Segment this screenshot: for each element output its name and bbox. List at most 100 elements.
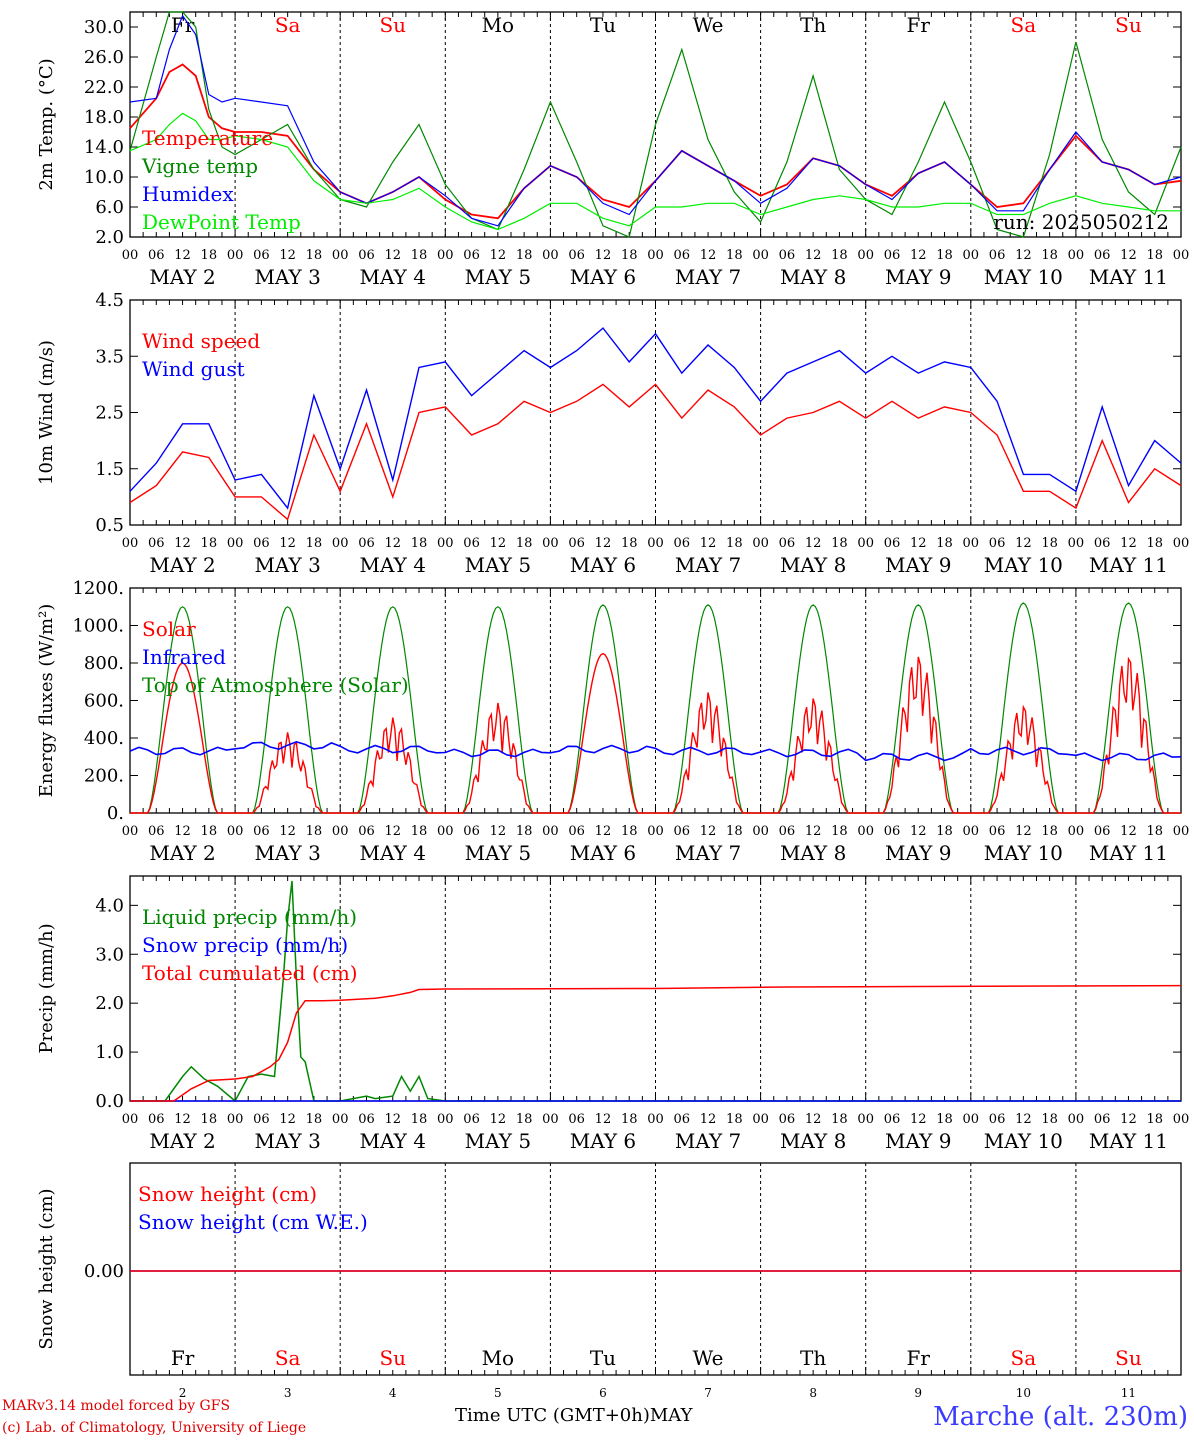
- hour-tick-label: 00: [752, 1112, 769, 1127]
- series-line-blue: [129, 14, 1182, 227]
- hour-tick-label: 12: [490, 1112, 507, 1127]
- hour-tick-label: 12: [384, 536, 401, 551]
- hour-tick-label: 06: [1094, 536, 1111, 551]
- y-tick-label: 800.: [84, 653, 124, 674]
- hour-tick-label: 06: [253, 824, 270, 839]
- hour-tick-label: 12: [1120, 536, 1137, 551]
- legend-red: Temperature: [142, 126, 273, 150]
- series-line-blue: [129, 740, 1182, 762]
- y-tick-label: 1.0: [95, 1042, 124, 1063]
- hour-tick-label: 18: [1146, 824, 1163, 839]
- y-tick-label: 400.: [84, 728, 124, 749]
- date-label: MAY 8: [780, 1129, 846, 1153]
- hour-tick-label: 18: [726, 1112, 743, 1127]
- hour-tick-label: 18: [1146, 1112, 1163, 1127]
- hour-tick-label: 06: [463, 1112, 480, 1127]
- date-label: MAY 5: [465, 265, 531, 289]
- hour-tick-label: 00: [542, 248, 559, 263]
- hour-tick-label: 00: [122, 248, 139, 263]
- hour-tick-label: 00: [1173, 248, 1190, 263]
- hour-tick-label: 18: [306, 536, 323, 551]
- hour-tick-label: 06: [989, 824, 1006, 839]
- legend-blue: Infrared: [142, 645, 226, 669]
- hour-tick-label: 06: [779, 1112, 796, 1127]
- hour-tick-label: 06: [148, 824, 165, 839]
- credit-model: MARv3.14 model forced by GFS: [2, 1398, 231, 1414]
- date-label: MAY 7: [675, 1129, 741, 1153]
- hour-tick-label: 00: [1173, 824, 1190, 839]
- hour-tick-label: 18: [516, 248, 533, 263]
- date-label: MAY 6: [570, 553, 636, 577]
- hour-tick-label: 00: [752, 536, 769, 551]
- hour-tick-label: 18: [516, 1112, 533, 1127]
- date-label: MAY 9: [885, 553, 951, 577]
- hour-tick-label: 00: [963, 824, 980, 839]
- date-label: MAY 11: [1089, 841, 1168, 865]
- hour-tick-label: 12: [1015, 1112, 1032, 1127]
- legend-green: Liquid precip (mm/h): [142, 905, 357, 929]
- hour-tick-label: 18: [621, 248, 638, 263]
- hour-tick-label: 00: [437, 1112, 454, 1127]
- hour-tick-label: 18: [411, 824, 428, 839]
- hour-tick-label: 12: [1120, 824, 1137, 839]
- hour-tick-label: 06: [463, 248, 480, 263]
- hour-tick-label: 12: [595, 536, 612, 551]
- date-label: MAY 4: [360, 1129, 426, 1153]
- hour-tick-label: 00: [647, 1112, 664, 1127]
- hour-tick-label: 18: [411, 536, 428, 551]
- date-label: MAY 5: [465, 1129, 531, 1153]
- day-number: 7: [704, 1386, 712, 1400]
- station-label: Marche (alt. 230m): [933, 1402, 1188, 1432]
- hour-tick-label: 12: [700, 1112, 717, 1127]
- hour-tick-label: 00: [542, 536, 559, 551]
- hour-tick-label: 12: [910, 536, 927, 551]
- legend-green: Vigne temp: [141, 154, 258, 178]
- hour-tick-label: 18: [201, 536, 218, 551]
- date-label: MAY 10: [984, 553, 1063, 577]
- date-label: MAY 7: [675, 553, 741, 577]
- hour-tick-label: 18: [1146, 248, 1163, 263]
- hour-tick-label: 00: [227, 824, 244, 839]
- hour-tick-label: 00: [542, 824, 559, 839]
- legend-green: Top of Atmosphere (Solar): [142, 673, 409, 697]
- hour-tick-label: 06: [779, 248, 796, 263]
- x-axis-month: MAY: [649, 1405, 693, 1426]
- hour-tick-label: 12: [1015, 248, 1032, 263]
- y-tick-label: 600.: [84, 691, 124, 712]
- hour-tick-label: 12: [700, 248, 717, 263]
- hour-tick-label: 12: [1015, 536, 1032, 551]
- weekday-label: Tu: [590, 13, 616, 37]
- date-label: MAY 6: [570, 841, 636, 865]
- hour-tick-label: 12: [490, 536, 507, 551]
- hour-tick-label: 18: [936, 536, 953, 551]
- y-tick-label: 18.0: [84, 107, 124, 128]
- y-tick-label: 26.0: [84, 47, 124, 68]
- series-line-red: [130, 652, 1181, 814]
- hour-tick-label: 06: [1094, 824, 1111, 839]
- hour-tick-label: 18: [201, 824, 218, 839]
- hour-tick-label: 06: [989, 248, 1006, 263]
- hour-tick-label: 12: [279, 824, 296, 839]
- date-label: MAY 4: [360, 841, 426, 865]
- hour-tick-label: 18: [306, 1112, 323, 1127]
- date-label: MAY 11: [1089, 553, 1168, 577]
- y-axis-label: 10m Wind (m/s): [36, 340, 57, 485]
- date-label: MAY 10: [984, 841, 1063, 865]
- y-tick-label: 0.5: [95, 515, 124, 536]
- hour-tick-label: 12: [174, 248, 191, 263]
- day-number: 3: [284, 1386, 292, 1400]
- date-label: MAY 6: [570, 265, 636, 289]
- hour-tick-label: 18: [1041, 248, 1058, 263]
- hour-tick-label: 06: [568, 536, 585, 551]
- date-label: MAY 3: [254, 265, 320, 289]
- hour-tick-label: 06: [358, 536, 375, 551]
- date-label: MAY 3: [254, 1129, 320, 1153]
- hour-tick-label: 00: [752, 248, 769, 263]
- y-tick-label: 30.0: [84, 17, 124, 38]
- hour-tick-label: 00: [752, 824, 769, 839]
- hour-tick-label: 12: [384, 824, 401, 839]
- hour-tick-label: 06: [884, 824, 901, 839]
- series-line-blue: [129, 327, 1182, 510]
- date-label: MAY 4: [360, 265, 426, 289]
